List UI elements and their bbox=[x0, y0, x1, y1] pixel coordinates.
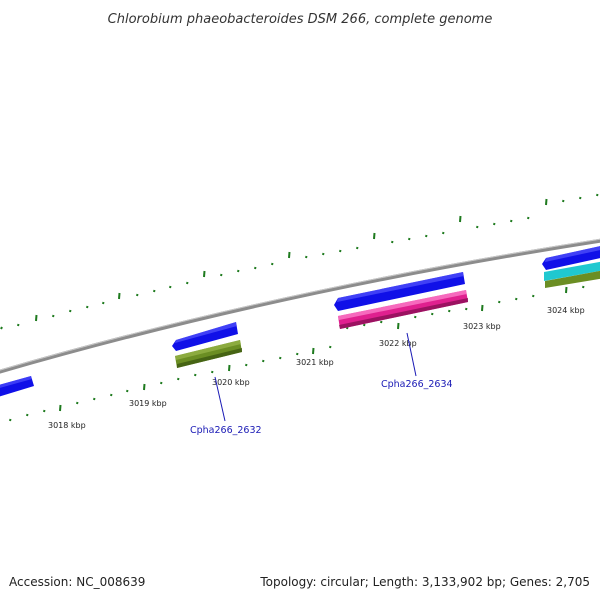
scale-label-3023: 3023 kbp bbox=[463, 322, 501, 331]
scale-label-3021: 3021 kbp bbox=[296, 358, 334, 367]
olive-feature-right[interactable] bbox=[545, 270, 600, 288]
cds-feature-left[interactable] bbox=[0, 376, 34, 397]
genome-backbone bbox=[0, 238, 600, 374]
scale-labels: 3018 kbp 3019 kbp 3020 kbp 3021 kbp 3022… bbox=[48, 306, 585, 430]
label-connectors bbox=[214, 332, 417, 422]
scale-label-3019: 3019 kbp bbox=[129, 399, 167, 408]
gene-label-cpha266-2634[interactable]: Cpha266_2634 bbox=[381, 379, 453, 390]
gene-label-cpha266-2632[interactable]: Cpha266_2632 bbox=[190, 425, 262, 436]
cyan-feature-right[interactable] bbox=[544, 261, 600, 281]
topology-text: Topology: circular; Length: 3,133,902 bp… bbox=[259, 575, 590, 589]
scale-label-3024: 3024 kbp bbox=[547, 306, 585, 315]
scale-label-3022: 3022 kbp bbox=[379, 339, 417, 348]
scale-label-3018: 3018 kbp bbox=[48, 421, 86, 430]
scale-label-3020: 3020 kbp bbox=[212, 378, 250, 387]
lower-tick-track bbox=[9, 285, 585, 422]
accession-text: Accession: NC_008639 bbox=[9, 575, 145, 589]
upper-tick-track bbox=[0, 193, 599, 330]
map-title: Chlorobium phaeobacteroides DSM 266, com… bbox=[108, 12, 493, 27]
gene-features bbox=[0, 246, 600, 397]
